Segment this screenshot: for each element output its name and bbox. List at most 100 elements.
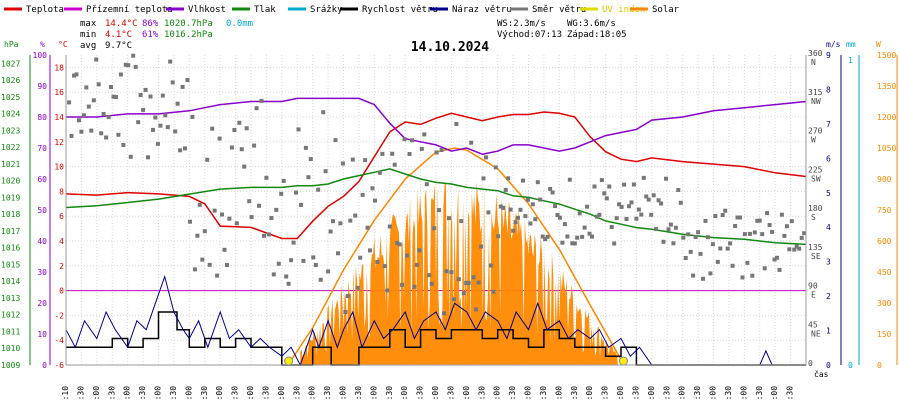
wind-dir-point (550, 190, 555, 195)
pressure-tick: 1009 (1, 361, 20, 370)
series-line-Vlhkost (66, 97, 807, 155)
winddir-tick: 225 (808, 165, 823, 174)
wind-dir-point (757, 218, 762, 223)
wind-dir-point (491, 289, 496, 294)
wind-dir-point (720, 213, 725, 217)
winddir-compass: NE (811, 329, 821, 338)
wind-dir-point (136, 120, 141, 125)
wind-dir-point (696, 230, 701, 235)
legend-label-3: Tlak (254, 5, 276, 15)
x-tick-label: 19:00 (647, 386, 656, 400)
winddir-compass: N (811, 58, 816, 67)
wind-dir-point (691, 273, 696, 278)
wind-dir-point (294, 190, 298, 195)
wind-dir-point (116, 132, 121, 137)
wind-dir-point (592, 184, 597, 189)
x-tick-label: 19:30 (662, 386, 671, 400)
degc-unit: °C (58, 40, 68, 49)
wind-dir-point (212, 208, 217, 213)
wind-dir-point (308, 157, 313, 162)
temp-tick: 12 (54, 138, 64, 147)
wind-dir-point (728, 241, 733, 246)
wind-dir-point (67, 100, 72, 105)
x-tick-label: 06:30 (261, 386, 270, 400)
sunset-marker (618, 356, 628, 366)
wind-dir-point (84, 85, 89, 90)
x-tick-label: 00:10 (61, 386, 70, 400)
wind-dir-point (94, 57, 99, 62)
wind-dir-point (434, 150, 439, 155)
pressure-tick: 1027 (1, 59, 20, 68)
wind-dir-point (742, 232, 747, 237)
wind-dir-point (215, 273, 220, 278)
sunrise-text: Východ:07:13 (497, 30, 562, 40)
wind-dir-point (678, 200, 683, 205)
ms-unit: m/s (826, 40, 841, 49)
wind-dir-point (271, 272, 276, 277)
wind-dir-point (316, 187, 321, 192)
wind-dir-point (143, 87, 148, 92)
pressure-tick: 1020 (1, 177, 20, 186)
wind-dir-point (227, 216, 232, 221)
wind-dir-point (770, 229, 775, 234)
wind-dir-point (163, 113, 168, 118)
wind-dir-point (792, 247, 797, 252)
wind-dir-point (155, 141, 160, 146)
temp-tick: 10 (54, 163, 64, 172)
wind-dir-point (69, 133, 74, 138)
wind-dir-point (424, 182, 429, 187)
wind-dir-point (222, 247, 227, 252)
wind-dir-point (74, 72, 79, 77)
wind-dir-point (323, 169, 328, 174)
wind-dir-point (397, 242, 402, 247)
wind-dir-point (767, 223, 772, 227)
wind-dir-point (710, 242, 715, 247)
pressure-tick: 1011 (1, 327, 20, 336)
wind-dir-point (545, 234, 550, 239)
wind-dir-point (560, 240, 565, 245)
temp-tick: 18 (54, 63, 64, 72)
wind-dir-point (210, 126, 215, 131)
legend-label-5: Rychlost větru (362, 5, 438, 15)
wind-dir-point (195, 233, 200, 238)
legend-label-0: Teplota (26, 5, 64, 15)
legend-label-2: Vlhkost (188, 5, 226, 15)
x-tick-label: 14:00 (493, 386, 502, 400)
wind-dir-point (570, 241, 575, 246)
sunset-text: Západ:18:05 (567, 30, 627, 40)
humidity-tick: 10 (37, 330, 47, 339)
wind-dir-point (681, 235, 686, 240)
wind-dir-point (530, 202, 535, 207)
wind-dir-point (481, 176, 486, 181)
wind-dir-point (444, 269, 449, 274)
wind-dir-point (402, 137, 407, 142)
wind-dir-point (612, 241, 617, 246)
wind-dir-point (375, 260, 380, 264)
wind-dir-point (202, 229, 207, 234)
wind-dir-point (279, 191, 284, 196)
wind-dir-point (232, 128, 237, 132)
wind-dir-point (639, 212, 644, 217)
wind-dir-point (634, 216, 639, 221)
humidity-tick: 100 (33, 51, 48, 60)
series-lines (65, 97, 807, 367)
wind-dir-point (599, 178, 604, 183)
wind-dir-point (321, 110, 326, 115)
stats-min-press: 1016.2hPa (164, 30, 213, 40)
humidity-tick: 80 (37, 113, 47, 122)
wind-dir-point (609, 225, 614, 229)
chart-title: 14.10.2024 (411, 40, 489, 55)
x-tick-label: 17:30 (601, 386, 610, 400)
wind-dir-point (789, 219, 794, 224)
windspeed-tick: 7 (826, 120, 831, 129)
windspeed-tick: 4 (826, 223, 831, 232)
wind-dir-point (128, 154, 133, 159)
wind-dir-point (114, 95, 118, 99)
wind-dir-point (151, 127, 155, 132)
wind-dir-point (664, 176, 668, 181)
wind-dir-point (205, 157, 210, 162)
wind-dir-point (523, 214, 528, 219)
solar-tick: 750 (877, 206, 892, 215)
wind-dir-point (624, 217, 629, 221)
legend-label-1: Přízemní teplota (86, 5, 173, 15)
